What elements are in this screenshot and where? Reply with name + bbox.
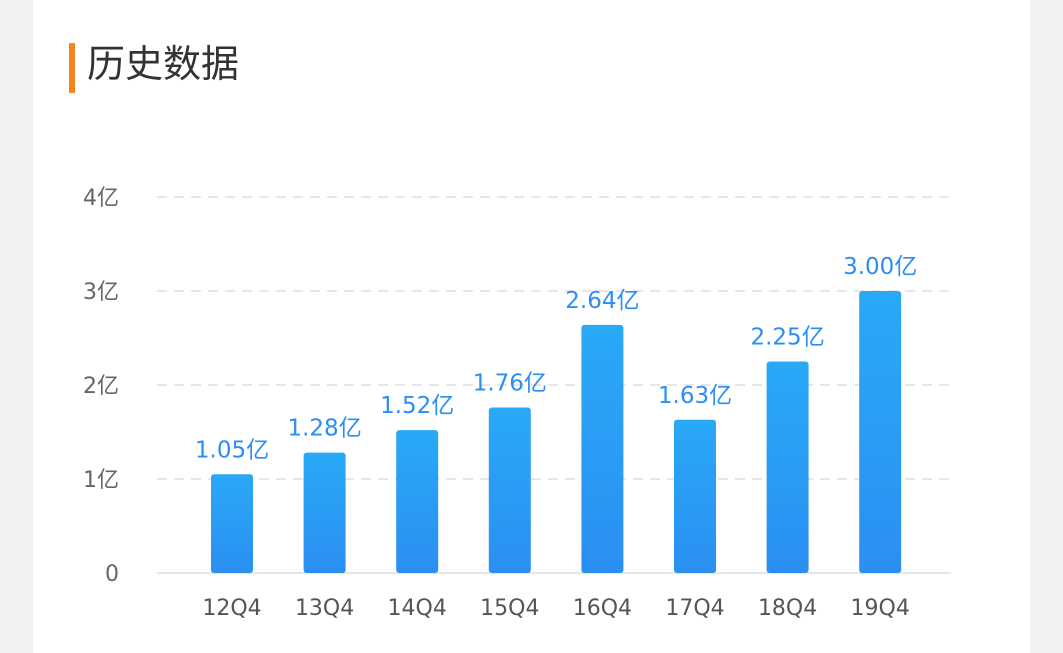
bar-value-label: 1.52亿	[380, 393, 454, 419]
x-tick-label: 19Q4	[851, 596, 910, 621]
x-tick-label: 17Q4	[665, 596, 724, 621]
x-tick-label: 18Q4	[758, 596, 817, 621]
bar-value-label: 1.05亿	[195, 437, 269, 463]
x-tick-label: 16Q4	[573, 596, 632, 621]
bar-value-label: 1.63亿	[658, 383, 732, 409]
bar-value-label: 1.28亿	[287, 416, 361, 442]
history-bar-chart: 0 1亿 2亿 3亿 4亿 1.05亿 12Q4 1.28亿 13Q4 1.52亿 14Q4 1.76…	[83, 186, 951, 621]
bar	[581, 324, 624, 573]
y-tick-label: 0	[105, 562, 119, 587]
section-title: 历史数据	[87, 42, 240, 86]
bar-value-label: 2.25亿	[750, 325, 824, 351]
x-tick-label: 15Q4	[480, 596, 539, 621]
bar	[674, 419, 716, 573]
bar	[766, 361, 809, 573]
y-tick-label: 1亿	[83, 468, 119, 493]
bar	[859, 291, 902, 573]
history-card: 历史数据 0 1亿 2亿 3亿 4亿 1.05亿 12Q4 1.28亿 13Q4 1.52亿 14Q…	[33, 0, 1030, 653]
bar	[211, 474, 253, 573]
y-tick-label: 4亿	[83, 186, 119, 211]
bar	[303, 452, 346, 573]
title-accent-bar	[69, 43, 75, 93]
x-tick-label: 13Q4	[295, 596, 354, 621]
y-tick-label: 3亿	[83, 280, 119, 305]
x-tick-label: 14Q4	[388, 596, 447, 621]
y-tick-label: 2亿	[83, 374, 119, 399]
bar	[488, 407, 531, 573]
x-tick-label: 12Q4	[202, 596, 261, 621]
bar	[396, 430, 439, 573]
bar-value-label: 1.76亿	[473, 371, 547, 397]
bar-value-label: 3.00亿	[843, 254, 917, 280]
bar-value-label: 2.64亿	[565, 288, 639, 314]
